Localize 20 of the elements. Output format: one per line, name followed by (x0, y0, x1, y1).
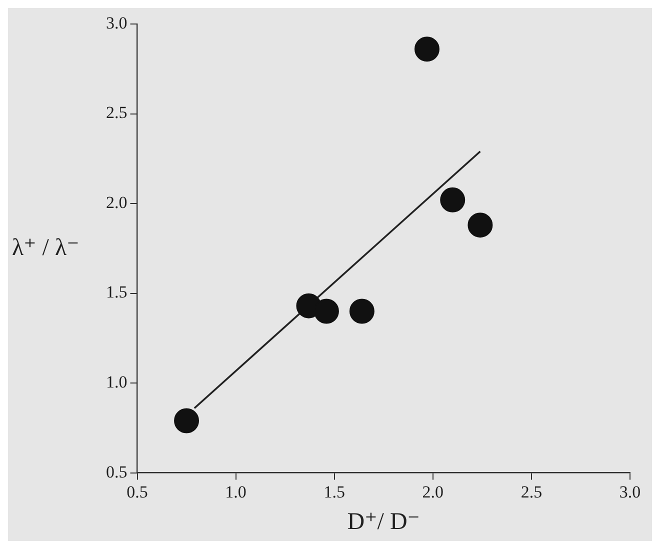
x-tick-label: 2.0 (422, 482, 444, 502)
point (174, 408, 200, 434)
point (468, 212, 493, 238)
x-tick-label: 1.5 (324, 482, 345, 502)
y-tick-label: 3.0 (106, 13, 128, 32)
y-tick-label: 1.0 (106, 372, 128, 392)
x-tick-label: 0.5 (126, 482, 148, 502)
y-tick-label: 2.5 (106, 103, 128, 122)
point (440, 187, 466, 212)
x-tick-label: 1.0 (225, 482, 246, 502)
y-tick-label: 2.0 (106, 192, 128, 212)
point (414, 36, 440, 62)
point (314, 298, 339, 324)
x-tick-label: 2.5 (520, 482, 542, 502)
x-axis-title: D⁺/ D⁻ (347, 508, 420, 535)
point (349, 298, 374, 324)
x-tick-label: 3.0 (619, 482, 641, 502)
y-axis-title: λ⁺ / λ⁻ (12, 234, 80, 262)
y-tick-label: 0.5 (106, 462, 128, 482)
y-tick-label: 1.5 (106, 282, 128, 302)
